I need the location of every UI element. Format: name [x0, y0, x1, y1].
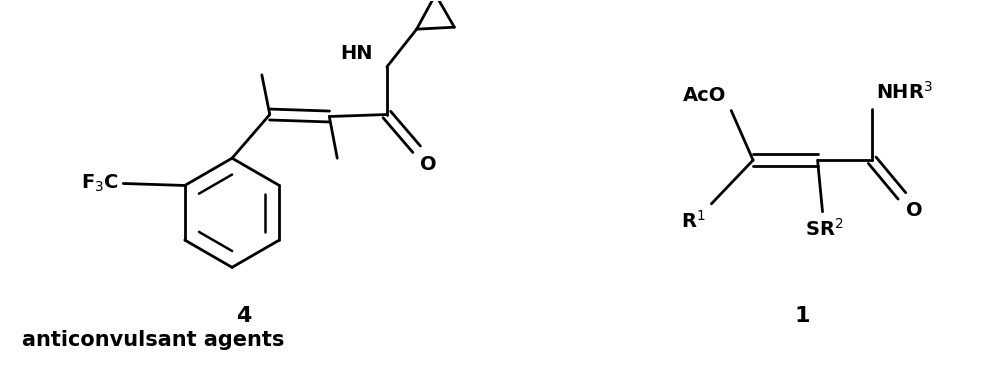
Text: O: O [906, 201, 923, 220]
Text: 1: 1 [795, 306, 810, 326]
Text: HN: HN [340, 44, 373, 63]
Text: anticonvulsant agents: anticonvulsant agents [22, 330, 284, 350]
Text: NHR$^3$: NHR$^3$ [876, 81, 933, 103]
Text: R$^1$: R$^1$ [681, 210, 705, 232]
Text: SR$^2$: SR$^2$ [805, 218, 844, 240]
Text: O: O [420, 155, 436, 174]
Text: F$_3$C: F$_3$C [81, 173, 119, 194]
Text: 4: 4 [236, 306, 252, 326]
Text: AcO: AcO [683, 86, 726, 105]
